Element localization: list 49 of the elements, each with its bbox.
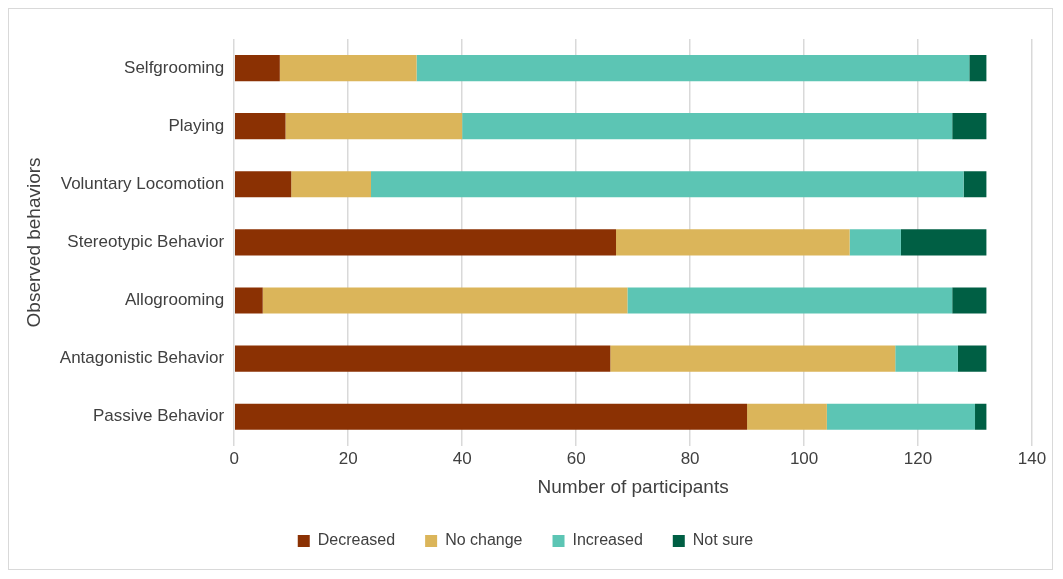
bar <box>747 403 827 430</box>
bar <box>616 229 850 256</box>
y-tick-label: Selfgrooming <box>124 57 225 77</box>
x-tick-label: 0 <box>229 448 239 468</box>
bar <box>370 171 964 198</box>
bar <box>234 345 611 372</box>
y-axis-title: Observed behaviors <box>22 157 44 328</box>
bar <box>234 54 280 82</box>
bar <box>952 113 987 140</box>
bar <box>610 345 896 372</box>
x-tick-label: 20 <box>338 448 358 468</box>
bar <box>234 171 292 198</box>
bar <box>975 403 987 430</box>
legend-label: Increased <box>572 531 643 549</box>
bar <box>291 171 371 198</box>
bar <box>279 54 417 82</box>
x-tick-label: 120 <box>903 448 933 468</box>
bar <box>900 229 987 256</box>
legend-label: Not sure <box>692 531 754 549</box>
bar <box>234 287 263 314</box>
y-tick-label: Stereotypic Behavior <box>67 232 225 252</box>
x-axis-title: Number of participants <box>537 475 729 497</box>
x-tick-label: 100 <box>789 448 819 468</box>
y-tick-label: Voluntary Locomotion <box>60 173 225 193</box>
x-tick-label: 140 <box>1017 448 1047 468</box>
bar <box>234 403 748 430</box>
bar <box>969 54 987 82</box>
bar <box>262 287 628 314</box>
y-tick-label: Playing <box>168 115 225 135</box>
bar <box>957 345 987 372</box>
y-tick-label: Antagonistic Behavior <box>59 348 225 368</box>
legend-label: Decreased <box>317 531 396 549</box>
bar <box>234 229 617 256</box>
y-tick-label: Passive Behavior <box>92 406 225 426</box>
x-tick-label: 40 <box>452 448 472 468</box>
y-tick-label: Allogrooming <box>125 290 225 310</box>
bar <box>416 54 970 82</box>
bar <box>826 403 976 430</box>
legend-label: No change <box>445 531 523 549</box>
bar <box>234 113 286 140</box>
bar <box>849 229 901 256</box>
bar <box>895 345 958 372</box>
bar <box>285 113 463 140</box>
bar <box>627 287 953 314</box>
bar <box>462 113 953 140</box>
bar <box>963 171 987 198</box>
bar <box>952 287 987 314</box>
x-tick-label: 60 <box>566 448 586 468</box>
x-tick-label: 80 <box>680 448 700 468</box>
